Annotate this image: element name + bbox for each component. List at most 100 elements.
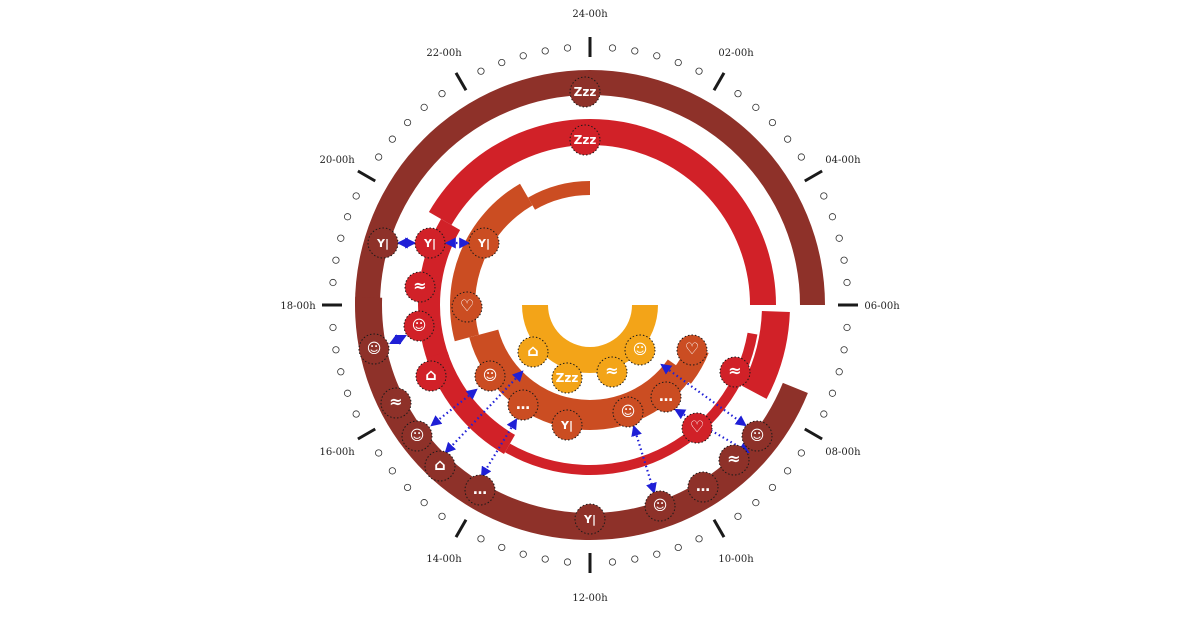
chat-icon: … (464, 474, 496, 506)
hour-label: 12-00h (572, 593, 608, 604)
icon-badge (650, 381, 682, 413)
hour-tick (804, 169, 823, 183)
icon-badge (551, 362, 583, 394)
minor-dot (375, 153, 383, 161)
social-icon: ☺ (624, 334, 656, 366)
minor-dot (343, 213, 352, 221)
icon-badge (464, 474, 496, 506)
outer-ring-bottom (355, 296, 808, 540)
home-icon-glyph: ⌂ (527, 341, 538, 360)
minor-dot (329, 323, 337, 332)
minor-dot (541, 555, 549, 563)
bath-icon-glyph: ≈ (389, 392, 402, 411)
icon-badge (551, 409, 583, 441)
minor-dot (519, 52, 527, 60)
bath-icon-glyph: ≈ (728, 361, 741, 380)
minor-dot (828, 213, 837, 221)
activity-link (444, 370, 524, 454)
minor-dot (403, 483, 412, 492)
icon-badge (474, 360, 506, 392)
icon-badge (718, 444, 750, 476)
bath-icon-glyph: ≈ (727, 449, 740, 468)
bath-icon: ≈ (380, 387, 412, 419)
hour-label: 22-00h (426, 48, 462, 59)
chat-icon: … (687, 471, 719, 503)
activity-link (389, 334, 407, 345)
hour-label: 08-00h (825, 447, 861, 458)
minor-dot (519, 550, 527, 558)
bath-icon: ≈ (596, 356, 628, 388)
minor-dot (352, 410, 360, 418)
social-icon: ☺ (358, 333, 390, 365)
home-icon: ⌂ (415, 360, 447, 392)
icon-badge (401, 420, 433, 452)
minor-dot (768, 118, 777, 127)
minor-dot (752, 103, 760, 111)
hour-label: 14-00h (426, 554, 462, 565)
minor-dot (343, 389, 352, 397)
icon-badge (468, 227, 500, 259)
social-icon-glyph: ☺ (412, 318, 427, 334)
minor-dot (631, 47, 639, 55)
meal-icon: Y| (574, 503, 606, 535)
minor-dot (695, 67, 703, 75)
home-icon-glyph: ⌂ (425, 365, 436, 384)
bath-icon-glyph: ≈ (605, 361, 618, 380)
minor-dot (840, 346, 848, 354)
care-icon-glyph: ♡ (690, 417, 704, 436)
icon-badge (367, 227, 399, 259)
icon-badge (414, 227, 446, 259)
second-ring-top (428, 119, 776, 305)
icon-badge (404, 271, 436, 303)
hour-label: 24-00h (572, 9, 608, 20)
minor-dot (420, 103, 428, 111)
icon-badge (624, 334, 656, 366)
minor-dot (541, 47, 549, 55)
meal-icon: Y| (551, 409, 583, 441)
meal-icon-glyph: Y| (583, 513, 596, 526)
minor-dot (797, 449, 805, 457)
minor-dot (797, 153, 805, 161)
icon-badge (507, 389, 539, 421)
hour-label: 16-00h (319, 447, 355, 458)
hour-tick (454, 519, 468, 538)
chat-icon: … (507, 389, 539, 421)
hour-tick (357, 427, 376, 441)
minor-dot (477, 67, 485, 75)
icon-badge (451, 291, 483, 323)
hour-label: 02-00h (718, 48, 754, 59)
minor-dot (477, 535, 485, 543)
social-icon-glyph: ☺ (483, 368, 498, 384)
second-ring-right (741, 311, 790, 399)
minor-dot (563, 44, 572, 52)
second-ring-thin-bottom (505, 332, 758, 475)
minor-dot (337, 234, 345, 242)
icon-badge (596, 356, 628, 388)
minor-dot (352, 192, 360, 200)
social-icon: ☺ (612, 396, 644, 428)
meal-icon: Y| (468, 227, 500, 259)
minor-dot (438, 512, 446, 520)
meal-icon-glyph: Y| (560, 419, 573, 432)
icon-badge (741, 420, 773, 452)
sleep-icon-glyph: Zzz (574, 133, 597, 147)
inner-ring-arc (522, 305, 658, 373)
meal-icon-glyph: Y| (376, 237, 389, 250)
minor-dot (332, 256, 340, 264)
icon-badge (719, 356, 751, 388)
icon-badge (676, 334, 708, 366)
minor-dot (388, 467, 396, 475)
icon-badge (517, 336, 549, 368)
care-icon: ♡ (681, 412, 713, 444)
minor-dot (768, 483, 777, 492)
activity-link (480, 418, 518, 478)
bath-icon: ≈ (718, 444, 750, 476)
bath-icon: ≈ (719, 356, 751, 388)
minor-dot (337, 368, 345, 376)
icon-badge (415, 360, 447, 392)
third-ring-top (528, 181, 590, 210)
minor-dot (695, 535, 703, 543)
icon-badge (612, 396, 644, 428)
sleep-icon-glyph: Zzz (574, 85, 597, 99)
social-icon: ☺ (644, 490, 676, 522)
